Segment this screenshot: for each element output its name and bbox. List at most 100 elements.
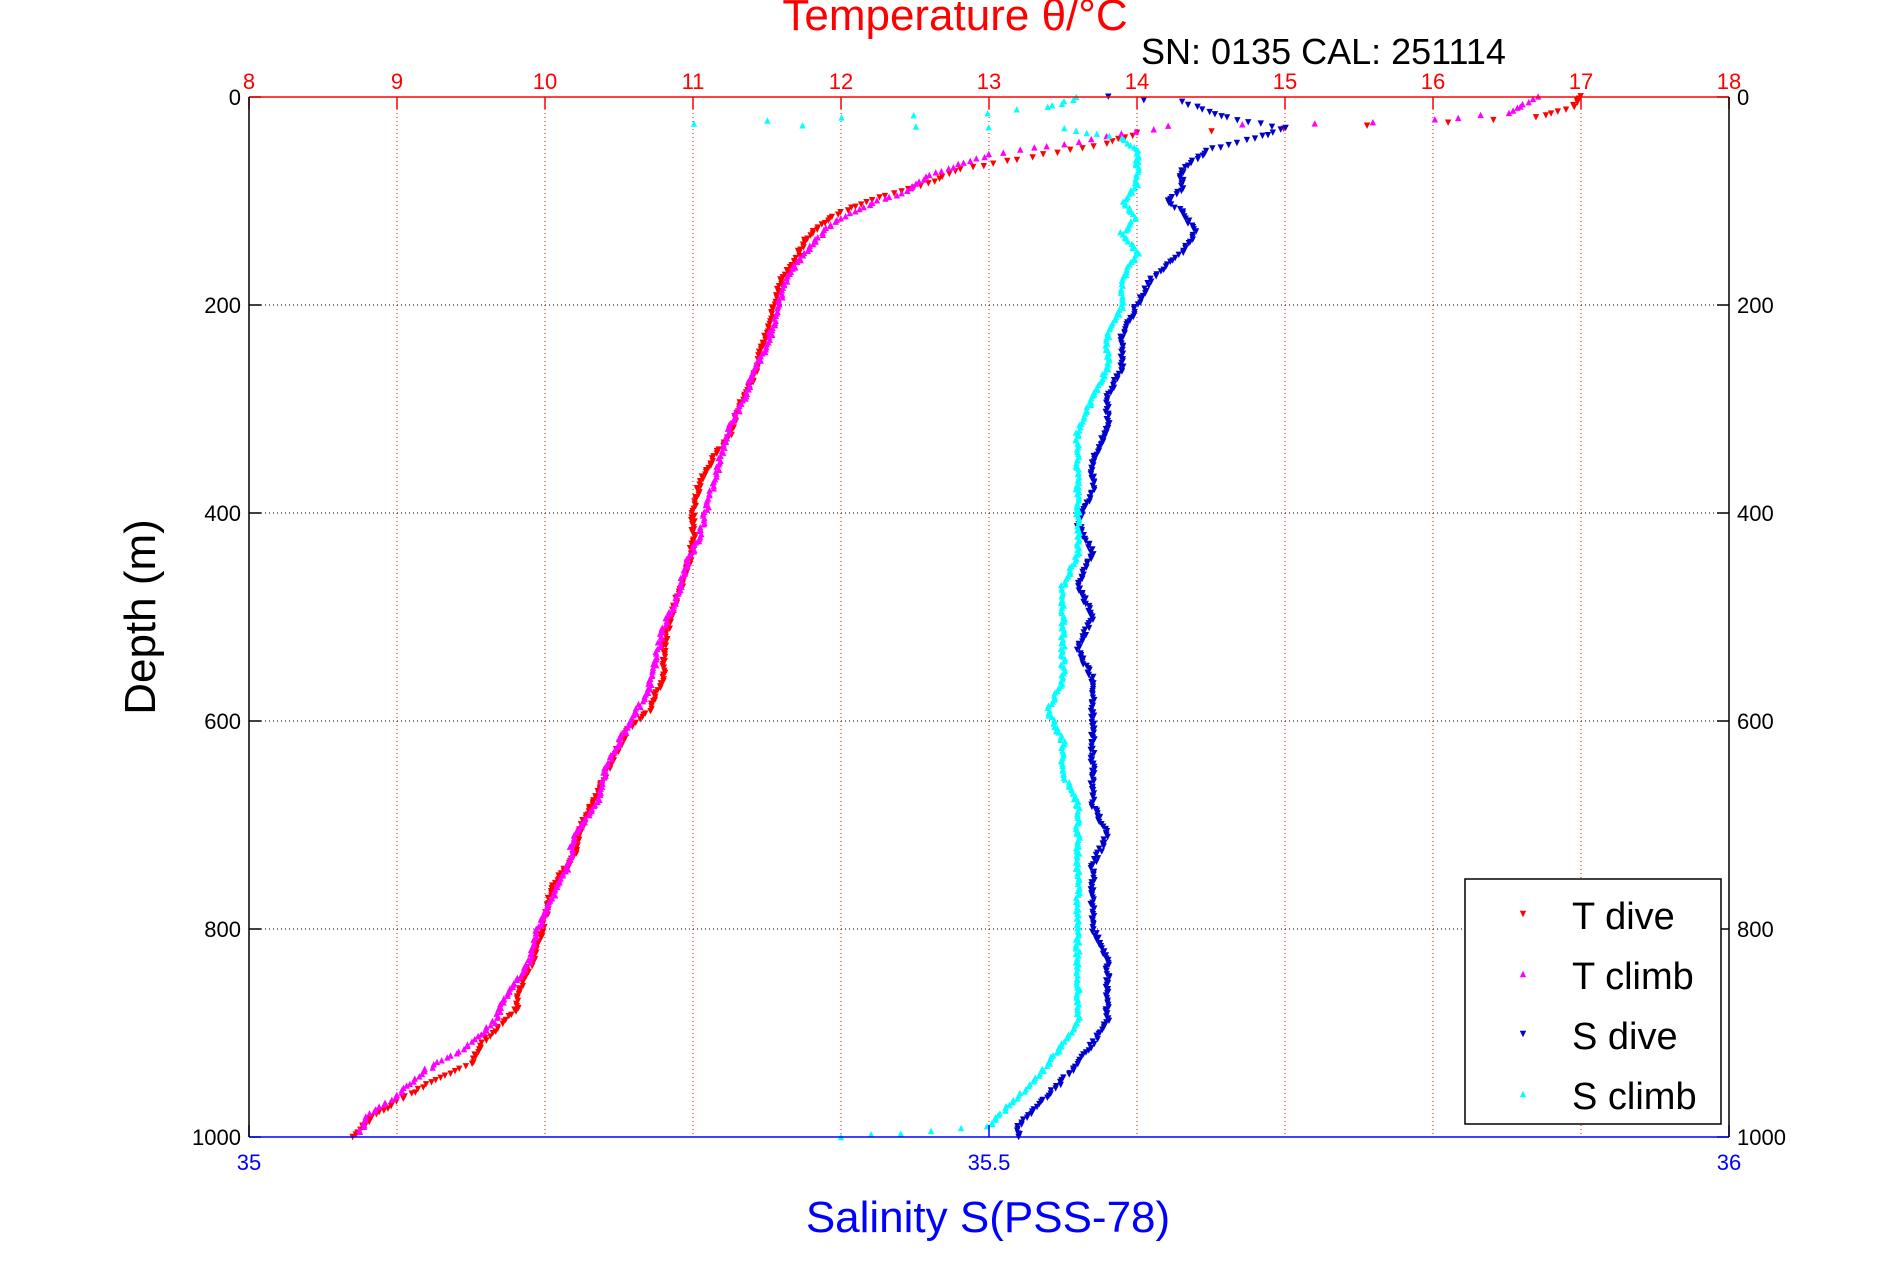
data-point	[873, 197, 881, 204]
data-point	[1023, 1114, 1031, 1121]
data-point	[1092, 851, 1100, 859]
data-point	[825, 217, 832, 224]
data-point	[1073, 979, 1080, 986]
data-point	[1120, 136, 1128, 144]
data-point	[1094, 386, 1101, 393]
data-point	[447, 1052, 454, 1059]
data-point	[1532, 114, 1540, 121]
data-point	[1091, 932, 1099, 940]
data-point	[1135, 154, 1142, 161]
top-tick-label: 14	[1125, 69, 1149, 94]
data-point	[471, 1035, 478, 1043]
data-point	[1268, 123, 1276, 130]
data-point	[837, 215, 845, 222]
right-tick-label: 600	[1737, 709, 1774, 734]
data-point	[1115, 135, 1122, 143]
data-point	[1070, 96, 1077, 103]
data-point	[1058, 604, 1066, 611]
data-point	[1234, 117, 1241, 124]
data-point	[532, 930, 540, 937]
right-tick-label: 800	[1737, 917, 1774, 942]
data-point	[967, 157, 974, 165]
data-point	[468, 1060, 476, 1068]
data-point	[586, 811, 593, 819]
legend-marker	[1519, 910, 1527, 918]
data-point	[1132, 215, 1139, 222]
data-point	[1184, 220, 1192, 227]
data-point	[1124, 140, 1131, 147]
data-point	[1085, 1047, 1092, 1054]
data-point	[617, 730, 625, 738]
bottom-tick-label: 35	[237, 1150, 261, 1175]
data-point	[380, 1107, 388, 1114]
calibration-annotation: SN: 0135 CAL: 251114	[1141, 31, 1506, 72]
data-point	[1044, 1094, 1051, 1101]
data-point	[809, 240, 817, 248]
data-point	[1087, 471, 1095, 478]
data-point	[1087, 758, 1094, 766]
data-point	[848, 204, 855, 211]
data-point	[723, 435, 731, 442]
data-point	[1033, 1103, 1041, 1111]
bottom-tick-label: 36	[1717, 1150, 1741, 1175]
data-point	[1017, 146, 1024, 153]
data-point	[1529, 95, 1537, 103]
series-s-climb	[690, 93, 1143, 1141]
data-point	[381, 1100, 388, 1108]
data-point	[388, 1096, 396, 1103]
data-point	[366, 1118, 373, 1126]
data-point	[863, 198, 870, 206]
data-point	[779, 294, 786, 301]
data-point	[1093, 130, 1101, 137]
data-point	[690, 548, 697, 555]
data-point	[799, 122, 806, 129]
data-point	[881, 192, 889, 200]
data-point	[893, 192, 901, 199]
data-point	[661, 653, 669, 661]
data-point	[1061, 738, 1069, 745]
data-point	[611, 749, 618, 756]
data-point	[729, 419, 736, 426]
data-point	[667, 610, 675, 617]
data-point	[1181, 164, 1189, 171]
data-point	[594, 798, 601, 806]
top-tick-label: 16	[1421, 69, 1445, 94]
data-point	[1075, 587, 1083, 594]
data-point	[783, 278, 791, 285]
data-point	[540, 928, 547, 936]
data-point	[1043, 1062, 1051, 1070]
data-point	[1132, 128, 1140, 135]
data-point	[1131, 256, 1138, 264]
grid	[249, 97, 1729, 1137]
data-point	[1178, 98, 1186, 106]
data-point	[387, 1102, 395, 1110]
data-point	[1211, 111, 1219, 118]
data-point	[506, 985, 514, 992]
data-point	[1083, 129, 1090, 137]
data-point	[768, 310, 776, 318]
data-point	[1164, 122, 1172, 129]
data-point	[985, 150, 992, 158]
data-point	[544, 894, 552, 902]
data-point	[936, 175, 943, 183]
data-point	[932, 169, 939, 176]
data-point	[1075, 432, 1082, 440]
data-point	[1103, 967, 1110, 975]
data-point	[519, 983, 527, 990]
right-tick-label: 400	[1737, 501, 1774, 526]
data-point	[599, 780, 606, 788]
data-point	[867, 1131, 875, 1138]
data-point	[702, 471, 709, 478]
top-tick-label: 13	[977, 69, 1001, 94]
data-point	[1058, 100, 1066, 107]
data-point	[1108, 385, 1115, 393]
data-point	[1025, 1082, 1033, 1090]
data-point	[414, 1085, 422, 1093]
data-point	[1209, 145, 1216, 152]
data-point	[1187, 159, 1195, 167]
data-point	[763, 341, 770, 348]
data-point	[866, 201, 874, 209]
data-point	[1073, 446, 1081, 453]
data-point	[491, 1019, 499, 1027]
data-point	[891, 190, 898, 197]
